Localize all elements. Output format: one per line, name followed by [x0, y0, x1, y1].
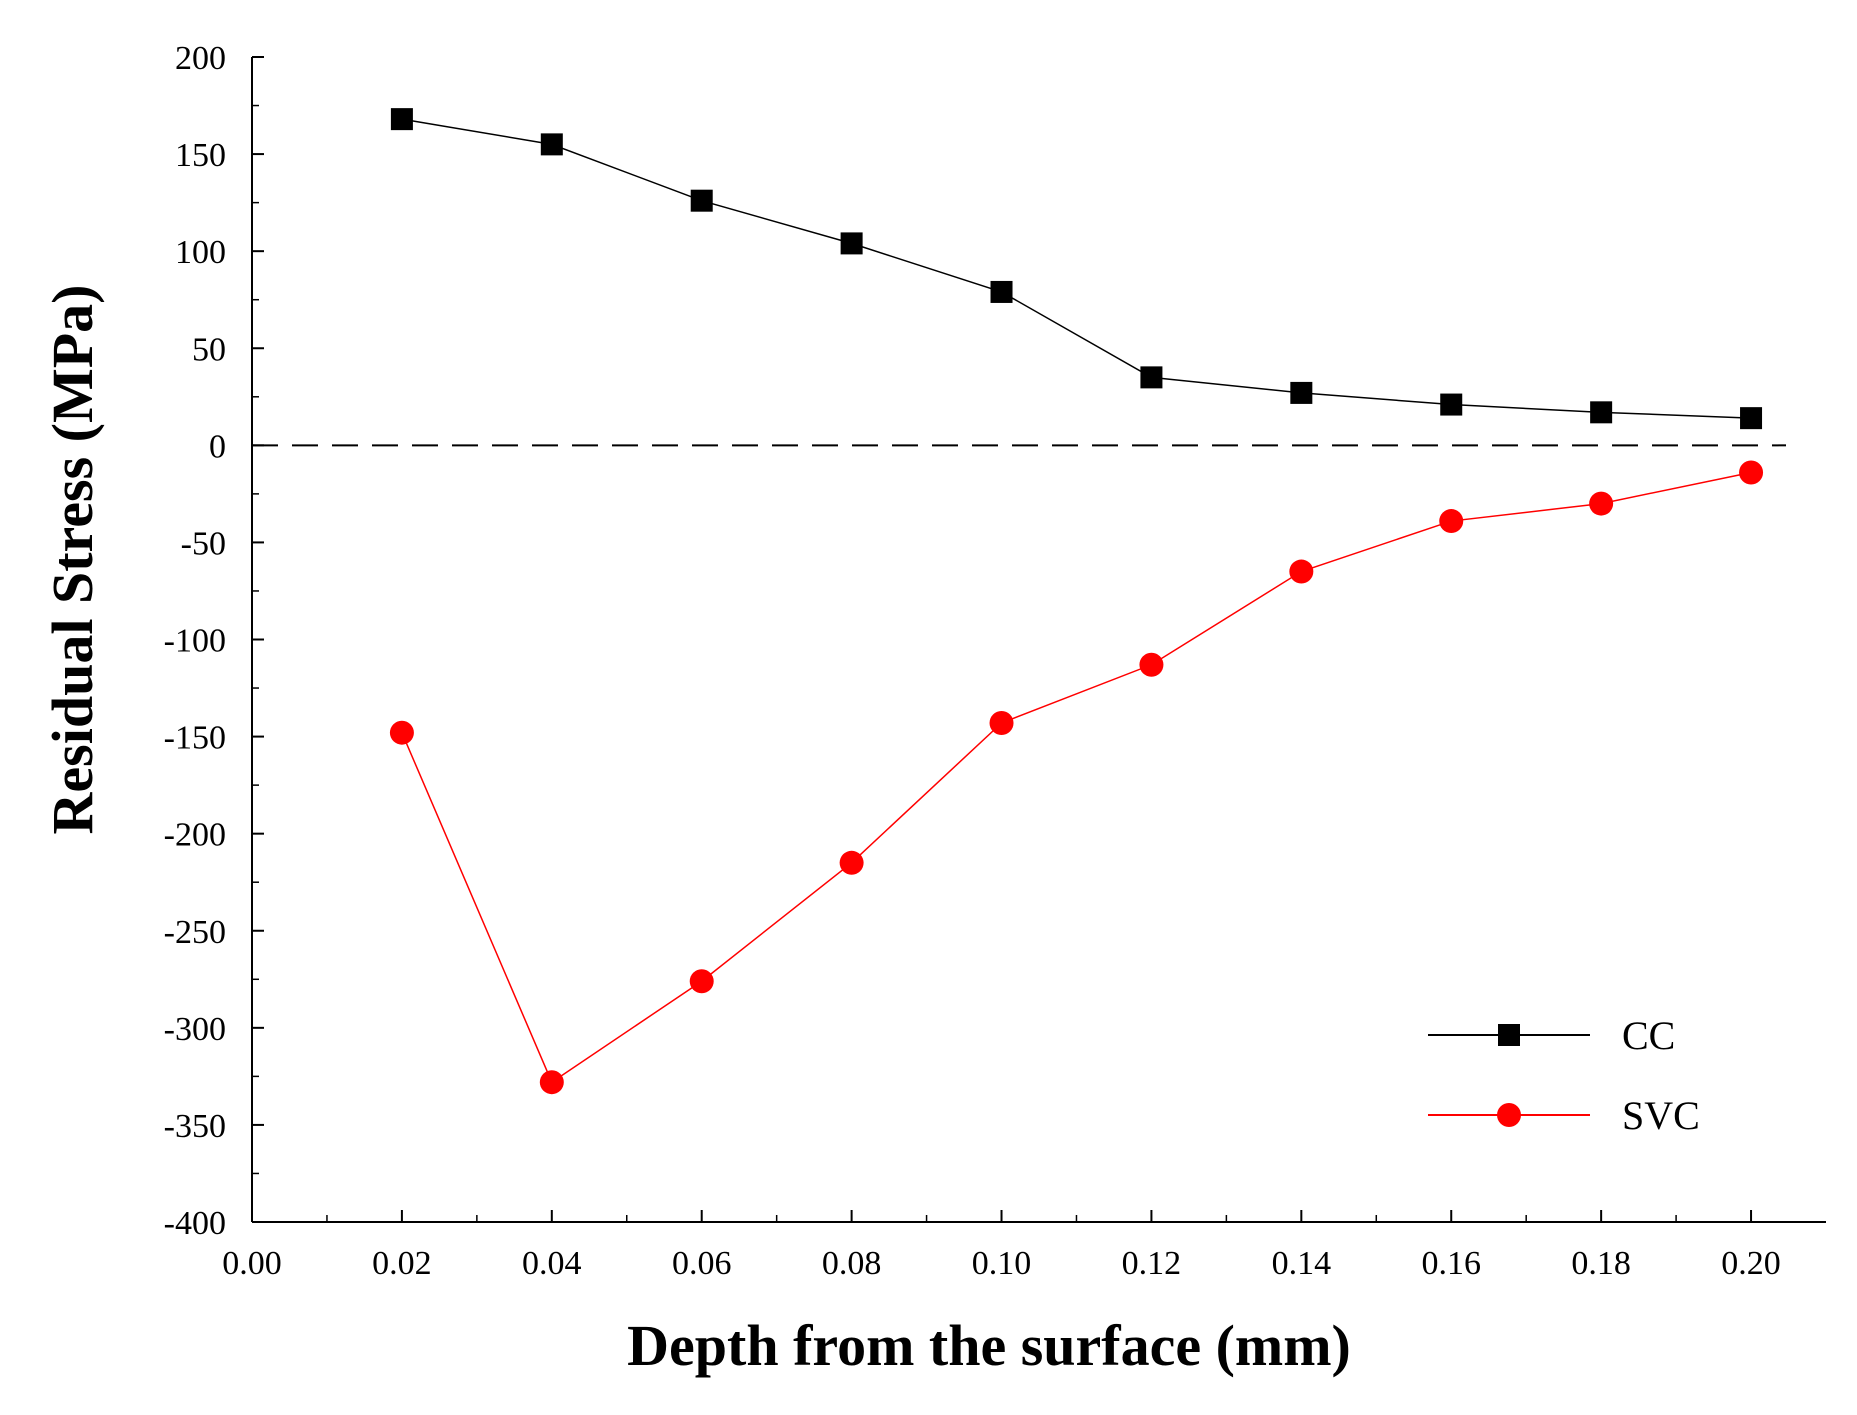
series-layer [389, 108, 1764, 1095]
x-tick-label: 0.08 [822, 1245, 882, 1282]
data-point-svc [689, 969, 714, 994]
y-tick-label: 50 [192, 331, 226, 368]
x-tick-label: 0.10 [972, 1245, 1032, 1282]
x-tick-label: 0.12 [1122, 1245, 1182, 1282]
legend-item-cc: CC [1428, 1013, 1675, 1058]
data-point-svc [989, 710, 1014, 735]
y-axis-title: Residual Stress (MPa) [40, 285, 105, 835]
legend-item-svc: SVC [1428, 1093, 1700, 1138]
data-point-cc [990, 280, 1013, 303]
series-svc [389, 460, 1764, 1095]
data-point-cc [1290, 381, 1313, 404]
x-tick-label: 0.04 [522, 1245, 582, 1282]
legend-marker-circle [1497, 1103, 1521, 1127]
y-tick-label: 150 [175, 137, 226, 174]
data-point-cc [540, 133, 563, 156]
data-point-cc [1440, 393, 1463, 416]
data-point-svc [1739, 460, 1764, 485]
x-tick-label: 0.00 [222, 1245, 282, 1282]
series-cc [390, 108, 1763, 430]
data-point-svc [389, 720, 414, 745]
series-line-cc [401, 118, 1752, 419]
y-tick-label: -250 [164, 914, 226, 951]
x-tick-label: 0.06 [672, 1245, 732, 1282]
data-point-svc [1589, 491, 1614, 516]
x-tick-label: 0.14 [1272, 1245, 1332, 1282]
y-tick-label: 100 [175, 234, 226, 271]
data-point-svc [1289, 559, 1314, 584]
data-point-svc [839, 850, 864, 875]
data-point-cc [1140, 366, 1163, 389]
x-tick-label: 0.20 [1721, 1245, 1781, 1282]
data-point-svc [1139, 652, 1164, 677]
y-tick-label: -400 [164, 1205, 226, 1242]
y-tick-label: -300 [164, 1011, 226, 1048]
data-point-svc [1439, 509, 1464, 534]
data-point-cc [1590, 401, 1613, 424]
data-point-cc [1740, 407, 1763, 430]
data-point-cc [390, 108, 413, 131]
y-tick-label: -50 [181, 525, 226, 562]
data-point-svc [539, 1070, 564, 1095]
legend-marker-square [1498, 1024, 1520, 1046]
x-tick-label: 0.18 [1571, 1245, 1631, 1282]
series-line-svc [401, 471, 1752, 1084]
x-tick-label: 0.02 [372, 1245, 432, 1282]
y-tick-label: -350 [164, 1108, 226, 1145]
x-tick-label: 0.16 [1421, 1245, 1481, 1282]
ticks: 200 150 100 50 0 -50 -100 -150 -200 -250 -300 -350 -… [164, 40, 1781, 1282]
x-axis-title: Depth from the surface (mm) [627, 1313, 1351, 1378]
y-tick-label: -150 [164, 720, 226, 757]
legend: CC SVC [1428, 1013, 1700, 1138]
legend-label: CC [1622, 1013, 1675, 1058]
data-point-cc [840, 232, 863, 255]
data-point-cc [690, 189, 713, 212]
y-tick-label: -100 [164, 623, 226, 660]
y-tick-label: -200 [164, 817, 226, 854]
y-tick-label: 200 [175, 40, 226, 77]
legend-label: SVC [1622, 1093, 1700, 1138]
y-tick-label: 0 [209, 428, 226, 465]
